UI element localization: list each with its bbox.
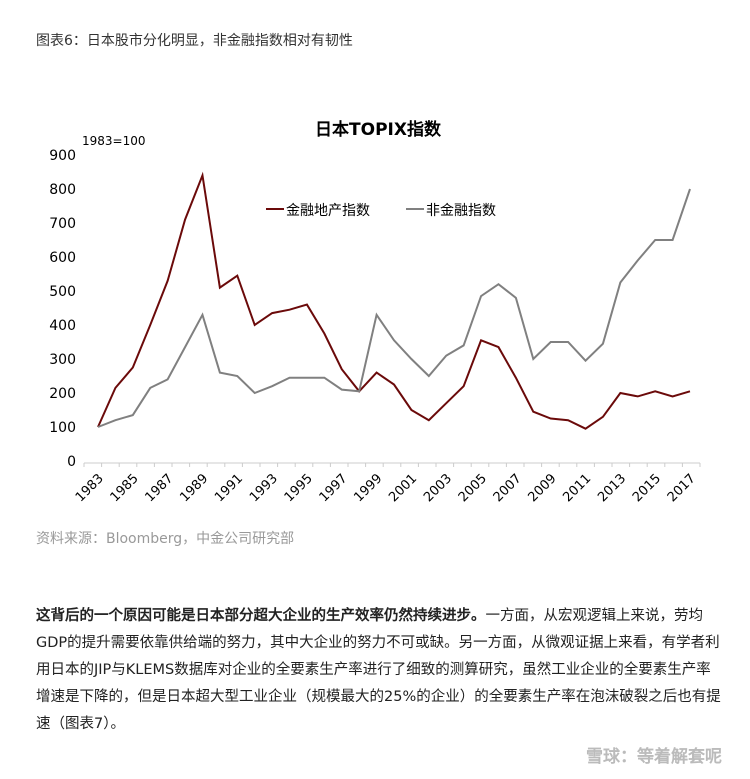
y-tick-label: 900 (49, 148, 76, 164)
x-tick-label: 2015 (630, 471, 664, 505)
x-tick-label: 2001 (386, 471, 420, 505)
x-tick-label: 1983 (73, 471, 107, 505)
y-tick-label: 0 (67, 454, 76, 470)
series-line-non-financial (97, 188, 691, 428)
x-tick-label: 2003 (421, 471, 455, 505)
x-tick-label: 2013 (595, 471, 629, 505)
figure-caption: 图表6：日本股市分化明显，非金融指数相对有韧性 (36, 33, 353, 49)
topix-line-chart: 日本TOPIX指数 1983=100 0 100 200 300 400 500 600 70… (49, 119, 701, 505)
source-note: 资料来源：Bloomberg，中金公司研究部 (36, 531, 295, 547)
x-tick-label: 2005 (456, 471, 490, 505)
x-tick-label: 1997 (317, 471, 351, 505)
paragraph-lead: 这背后的一个原因可能是日本部分超大企业的生产效率仍然持续进步。 (36, 608, 486, 624)
x-tick-label: 2009 (526, 471, 560, 505)
watermark: 雪球：等着解套呢 (586, 747, 722, 767)
y-tick-label: 100 (49, 420, 76, 436)
y-tick-label: 400 (49, 318, 76, 334)
x-tick-label: 1991 (212, 471, 246, 505)
y-tick-label: 300 (49, 352, 76, 368)
x-tick-label: 1995 (282, 471, 316, 505)
body-paragraph: 这背后的一个原因可能是日本部分超大企业的生产效率仍然持续进步。一方面，从宏观逻辑… (36, 603, 722, 738)
x-tick-label: 1993 (247, 471, 281, 505)
y-tick-label: 800 (49, 182, 76, 198)
x-tick-label: 1999 (351, 471, 385, 505)
x-tick-label: 2011 (560, 471, 594, 505)
y-tick-label: 700 (49, 216, 76, 232)
y-tick-label: 600 (49, 250, 76, 266)
x-tick-label: 1985 (108, 471, 142, 505)
series-line-financial (97, 171, 691, 430)
x-tick-label: 1987 (142, 471, 176, 505)
y-tick-label: 200 (49, 386, 76, 402)
y-tick-label: 500 (49, 284, 76, 300)
legend-label: 金融地产指数 (286, 203, 370, 219)
y-axis-label: 1983=100 (82, 134, 146, 148)
x-tick-label: 1989 (177, 471, 211, 505)
legend-label: 非金融指数 (426, 203, 496, 219)
chart-title: 日本TOPIX指数 (315, 119, 442, 140)
x-tick-label: 2017 (665, 471, 699, 505)
paragraph-text: 一方面，从宏观逻辑上来说，劳均GDP的提升需要依靠供给端的努力，其中大企业的努力… (36, 608, 721, 732)
x-tick-label: 2007 (491, 471, 525, 505)
